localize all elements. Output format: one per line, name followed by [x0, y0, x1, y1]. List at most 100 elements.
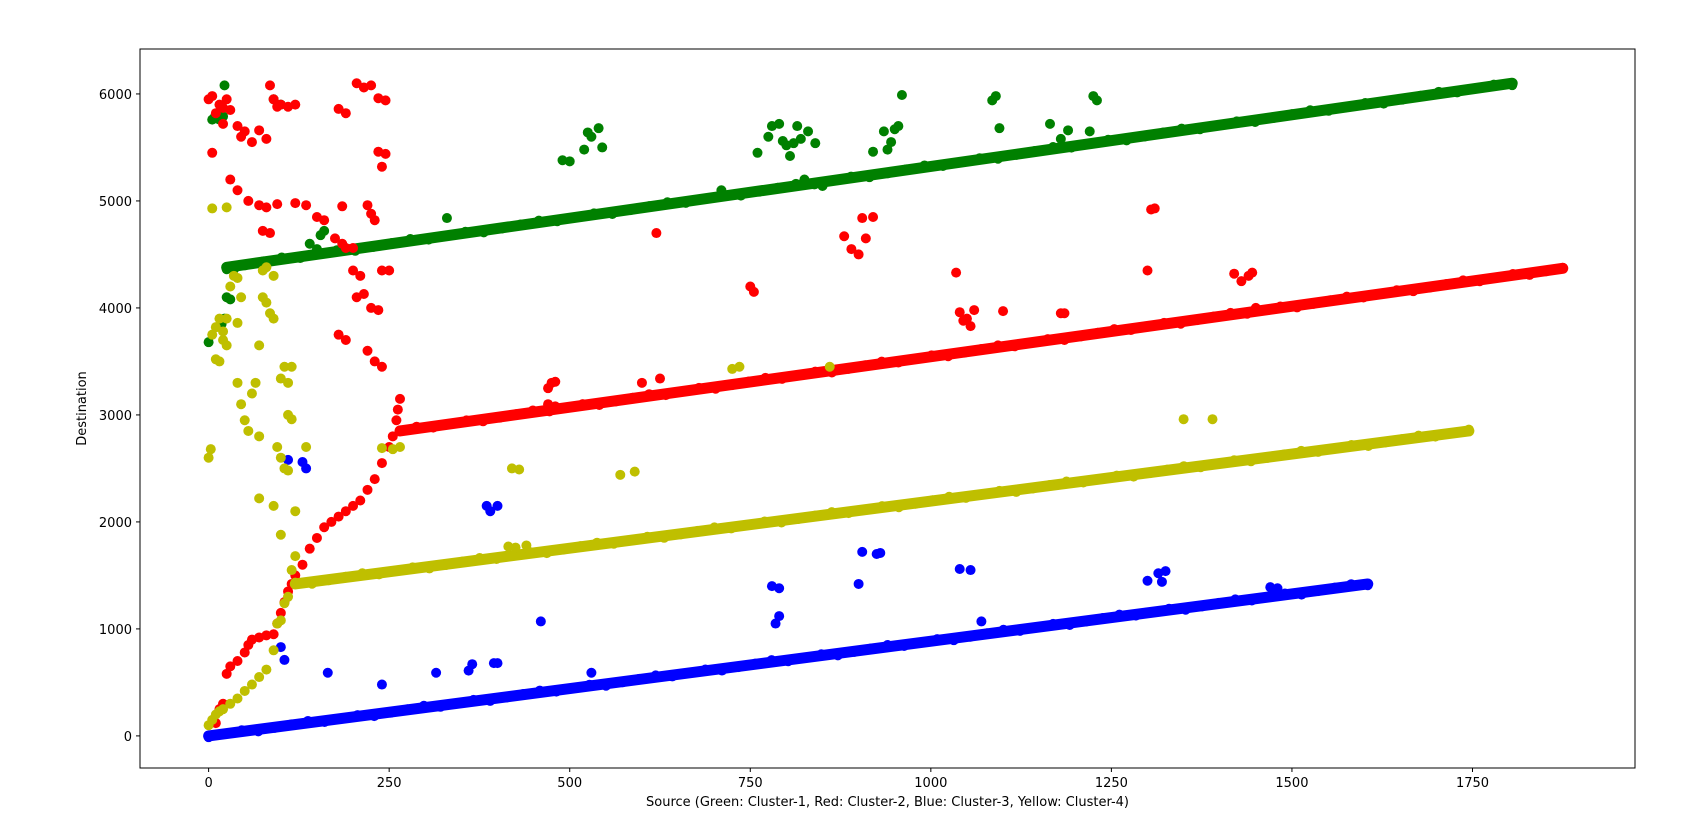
data-point — [1378, 98, 1389, 109]
data-point — [795, 133, 806, 144]
data-point — [667, 671, 678, 682]
data-point — [283, 591, 294, 602]
data-point — [207, 329, 218, 340]
data-point — [424, 563, 435, 574]
data-point — [333, 511, 344, 522]
data-point — [961, 313, 972, 324]
data-point — [485, 695, 496, 706]
data-point — [1380, 437, 1391, 448]
data-point — [269, 722, 280, 733]
data-point — [954, 307, 965, 318]
data-point — [610, 396, 621, 407]
data-point — [1180, 604, 1191, 615]
data-point — [254, 431, 265, 442]
data-point — [485, 506, 496, 517]
data-point — [239, 126, 250, 137]
data-point — [391, 415, 402, 426]
data-point — [460, 226, 471, 237]
data-point — [954, 563, 965, 574]
series-3 — [203, 454, 1374, 743]
data-point — [959, 347, 970, 358]
data-point — [793, 514, 804, 525]
data-point — [1358, 292, 1369, 303]
data-point — [1225, 307, 1236, 318]
data-point — [615, 469, 626, 480]
data-point — [1313, 586, 1324, 597]
data-point — [1430, 431, 1441, 442]
data-point — [1213, 597, 1224, 608]
data-point — [441, 213, 452, 224]
data-point — [1474, 276, 1485, 287]
data-point — [956, 157, 967, 168]
data-point — [683, 667, 694, 678]
data-point — [1139, 131, 1150, 142]
data-point — [1045, 118, 1055, 129]
data-point — [1078, 477, 1089, 488]
data-point — [974, 153, 985, 164]
data-point — [716, 185, 727, 196]
data-point — [1029, 145, 1040, 156]
data-point — [1329, 443, 1340, 454]
data-point — [1470, 83, 1481, 94]
data-point — [943, 351, 954, 362]
data-point — [1061, 476, 1072, 487]
data-point — [254, 493, 265, 504]
data-point — [357, 568, 368, 579]
data-point — [386, 237, 397, 248]
data-point — [319, 522, 330, 533]
data-point — [1142, 575, 1153, 586]
data-point — [376, 679, 387, 690]
data-point — [348, 243, 359, 254]
data-point — [976, 344, 987, 355]
data-point — [220, 728, 231, 739]
data-point — [1245, 456, 1256, 467]
data-point — [232, 693, 243, 704]
data-point — [1325, 295, 1336, 306]
data-point — [734, 361, 745, 372]
data-point — [302, 715, 313, 726]
data-point — [1229, 455, 1240, 466]
data-point — [311, 532, 322, 543]
data-point — [272, 442, 283, 453]
data-point — [492, 658, 503, 669]
data-point — [239, 415, 250, 426]
data-point — [376, 361, 387, 372]
data-point — [290, 577, 301, 588]
data-point — [1162, 464, 1173, 475]
data-point — [1027, 483, 1038, 494]
data-point — [1011, 149, 1022, 160]
data-point — [893, 357, 904, 368]
data-point — [774, 611, 785, 622]
data-point — [629, 466, 640, 477]
data-point — [323, 575, 334, 586]
data-point — [218, 704, 229, 715]
data-point — [733, 662, 744, 673]
data-point — [457, 556, 468, 567]
data-point — [915, 637, 926, 648]
data-point — [218, 118, 229, 129]
data-point — [232, 185, 243, 196]
data-point — [878, 126, 889, 137]
data-point — [246, 679, 257, 690]
data-point — [1125, 325, 1136, 336]
data-point — [405, 234, 416, 245]
data-point — [1130, 610, 1141, 621]
data-point — [1121, 135, 1132, 146]
data-point — [763, 131, 774, 142]
data-point — [1396, 434, 1407, 445]
data-point — [221, 264, 232, 275]
data-point — [951, 267, 962, 278]
data-point — [754, 186, 765, 197]
data-point — [268, 94, 279, 105]
data-point — [909, 353, 920, 364]
data-point — [735, 190, 746, 201]
data-point — [1149, 203, 1160, 214]
data-point — [709, 522, 720, 533]
data-point — [726, 523, 737, 534]
data-point — [236, 292, 247, 303]
data-point — [579, 144, 590, 155]
data-point — [843, 363, 854, 374]
data-point — [541, 548, 552, 559]
data-point — [799, 652, 810, 663]
